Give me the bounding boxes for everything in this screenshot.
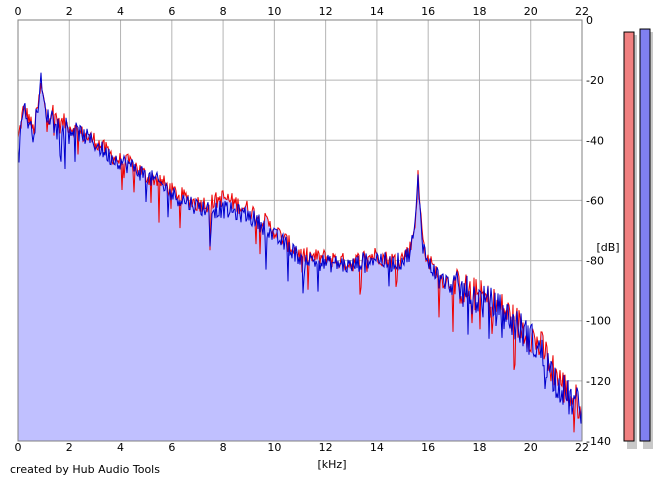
y-axis-label: [dB] bbox=[596, 241, 619, 254]
x-tick-label-top: 22 bbox=[575, 5, 589, 18]
x-tick-label-bottom: 20 bbox=[524, 441, 538, 454]
x-axis-label: [kHz] bbox=[318, 458, 347, 471]
x-tick-label-bottom: 10 bbox=[267, 441, 281, 454]
spectrum-area bbox=[18, 72, 582, 441]
y-tick-label: 0 bbox=[586, 14, 593, 27]
x-tick-label-bottom: 2 bbox=[66, 441, 73, 454]
x-tick-label-top: 20 bbox=[524, 5, 538, 18]
x-tick-label-bottom: 14 bbox=[370, 441, 384, 454]
x-tick-label-bottom: 0 bbox=[15, 441, 22, 454]
level-meters bbox=[623, 28, 653, 450]
x-tick-label-bottom: 18 bbox=[472, 441, 486, 454]
credit-text: created by Hub Audio Tools bbox=[10, 463, 160, 476]
x-tick-label-top: 0 bbox=[15, 5, 22, 18]
y-tick-label: -120 bbox=[586, 375, 611, 388]
y-tick-label: -20 bbox=[586, 74, 604, 87]
axis-ticks: 002244668810101212141416161818202022220-… bbox=[15, 5, 611, 454]
y-tick-label: -40 bbox=[586, 134, 604, 147]
level-meter-left-channel bbox=[623, 31, 635, 442]
x-tick-label-bottom: 6 bbox=[168, 441, 175, 454]
x-tick-label-bottom: 12 bbox=[319, 441, 333, 454]
level-meter-right-channel bbox=[639, 28, 651, 442]
x-tick-label-top: 18 bbox=[472, 5, 486, 18]
x-tick-label-top: 16 bbox=[421, 5, 435, 18]
plot-frame bbox=[17, 19, 583, 442]
x-tick-label-top: 8 bbox=[220, 5, 227, 18]
x-tick-label-top: 10 bbox=[267, 5, 281, 18]
x-tick-label-top: 6 bbox=[168, 5, 175, 18]
x-tick-label-bottom: 16 bbox=[421, 441, 435, 454]
series-line-blue bbox=[17, 72, 583, 424]
x-tick-label-top: 14 bbox=[370, 5, 384, 18]
x-tick-label-bottom: 4 bbox=[117, 441, 124, 454]
x-tick-label-bottom: 22 bbox=[575, 441, 589, 454]
x-tick-label-top: 4 bbox=[117, 5, 124, 18]
x-tick-label-top: 12 bbox=[319, 5, 333, 18]
y-tick-label: -100 bbox=[586, 315, 611, 328]
x-tick-label-bottom: 8 bbox=[220, 441, 227, 454]
y-tick-label: -60 bbox=[586, 194, 604, 207]
plot-series bbox=[17, 72, 583, 441]
y-tick-label: -80 bbox=[586, 255, 604, 268]
x-tick-label-top: 2 bbox=[66, 5, 73, 18]
y-tick-label: -140 bbox=[586, 435, 611, 448]
